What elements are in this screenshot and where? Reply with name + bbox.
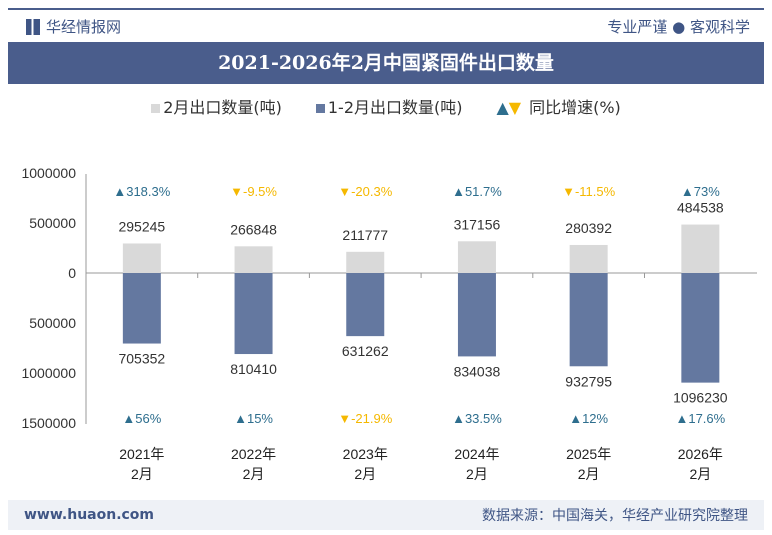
x-tick-label: 2022年 xyxy=(231,446,276,462)
bar-cumulative xyxy=(234,273,273,355)
growth-label: ▲15% xyxy=(234,411,273,426)
data-label-monthly: 295245 xyxy=(118,218,165,234)
data-label-monthly: 266848 xyxy=(230,221,277,237)
bar-cumulative xyxy=(346,273,385,337)
y-tick-label: 0 xyxy=(68,265,76,281)
x-tick-label: 2023年 xyxy=(343,446,388,462)
legend: 2月出口数量(吨) 1-2月出口数量(吨) ▲▼ 同比增速(%) xyxy=(0,94,772,118)
x-tick-label: 2月 xyxy=(466,466,488,482)
brand-name: 华经情报网 xyxy=(46,18,122,36)
data-label-monthly: 317156 xyxy=(454,216,501,232)
footer-url[interactable]: www.huaon.com xyxy=(24,507,155,523)
y-tick-label: 1000000 xyxy=(21,365,76,381)
bar-monthly xyxy=(457,241,496,273)
up-triangle-icon: ▲ xyxy=(496,98,509,117)
legend-cumulative: 1-2月出口数量(吨) xyxy=(315,94,463,118)
growth-label: ▼-9.5% xyxy=(230,184,277,199)
data-label-monthly: 211777 xyxy=(342,227,388,243)
x-tick-label: 2024年 xyxy=(454,446,499,462)
data-label-cumulative: 1096230 xyxy=(673,390,728,406)
bar-monthly xyxy=(681,224,720,273)
growth-label: ▲73% xyxy=(681,184,720,199)
bar-monthly xyxy=(122,243,161,273)
brand: 华经情报网 xyxy=(26,16,121,37)
footer: www.huaon.com 数据来源：中国海关，华经产业研究院整理 xyxy=(8,500,764,530)
x-tick-label: 2月 xyxy=(243,466,265,482)
data-label-monthly: 280392 xyxy=(565,220,612,236)
growth-label: ▲17.6% xyxy=(675,411,725,426)
growth-label: ▼-21.9% xyxy=(338,411,392,426)
x-tick-label: 2月 xyxy=(689,466,711,482)
growth-label: ▼-11.5% xyxy=(562,184,616,199)
bar-cumulative xyxy=(569,273,608,367)
x-tick-label: 2026年 xyxy=(678,446,723,462)
data-label-cumulative: 932795 xyxy=(565,373,612,389)
growth-label: ▲12% xyxy=(569,411,608,426)
chart: 1000000 500000 0 500000 1000000 1500000 295245… xyxy=(21,165,757,482)
y-tick-label: 1000000 xyxy=(21,165,76,181)
logo-icon xyxy=(26,18,40,35)
y-tick-label: 1500000 xyxy=(21,415,76,431)
legend-growth: ▲▼ 同比增速(%) xyxy=(496,94,620,118)
legend-swatch-monthly xyxy=(151,104,161,113)
legend-swatch-cumulative xyxy=(315,104,325,113)
x-tick-label: 2021年 xyxy=(119,446,164,462)
growth-label: ▲33.5% xyxy=(452,411,502,426)
legend-monthly: 2月出口数量(吨) xyxy=(151,94,282,118)
data-label-monthly: 484538 xyxy=(677,200,724,216)
footer-source: 数据来源：中国海关，华经产业研究院整理 xyxy=(482,508,748,524)
legend-label: 同比增速(%) xyxy=(529,98,621,117)
bar-cumulative xyxy=(457,273,496,357)
growth-label: ▲318.3% xyxy=(113,184,170,199)
chart-title: 2021-2026年2月中国紧固件出口数量 xyxy=(8,42,764,84)
bar-monthly xyxy=(569,244,608,273)
down-triangle-icon: ▼ xyxy=(508,98,522,117)
y-tick-label: 500000 xyxy=(29,315,76,331)
growth-label: ▲51.7% xyxy=(452,184,502,199)
x-tick-label: 2月 xyxy=(578,466,600,482)
growth-label: ▲56% xyxy=(122,411,161,426)
bar-monthly xyxy=(234,246,273,273)
x-tick-label: 2月 xyxy=(354,466,376,482)
top-line xyxy=(8,8,764,10)
data-label-cumulative: 834038 xyxy=(454,363,501,379)
data-label-cumulative: 631262 xyxy=(342,343,389,359)
data-label-cumulative: 705352 xyxy=(118,351,165,367)
x-tick-label: 2月 xyxy=(131,466,153,482)
bar-cumulative xyxy=(681,273,720,383)
bar-monthly xyxy=(346,251,385,273)
legend-label: 2月出口数量(吨) xyxy=(163,98,282,117)
growth-label: ▼-20.3% xyxy=(338,184,392,199)
data-label-cumulative: 810410 xyxy=(230,361,277,377)
x-tick-label: 2025年 xyxy=(566,446,611,462)
y-tick-label: 500000 xyxy=(29,215,76,231)
slogan: 专业严谨 ● 客观科学 xyxy=(607,18,750,36)
legend-label: 1-2月出口数量(吨) xyxy=(327,98,463,117)
bar-cumulative xyxy=(122,273,161,344)
